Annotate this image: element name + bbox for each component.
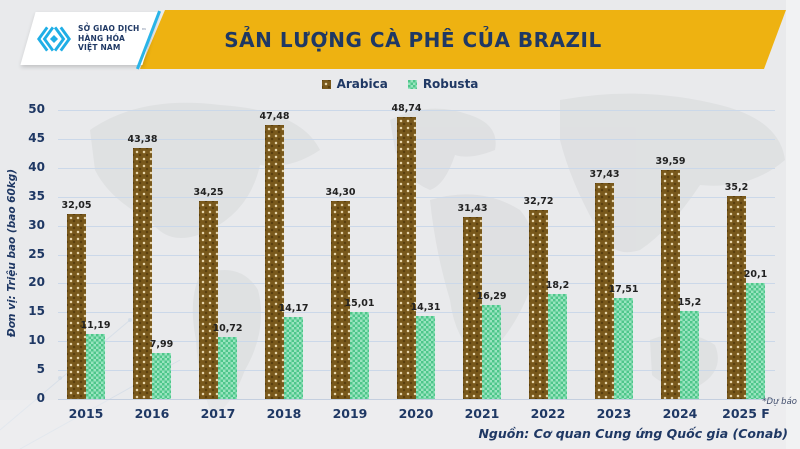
bar-robusta-2015 (86, 334, 105, 399)
y-tick-label-10: 10 (28, 333, 45, 348)
y-tick-label-5: 5 (36, 362, 45, 377)
value-label-arabica-2017: 34,25 (193, 187, 224, 198)
bar-robusta-2020 (416, 316, 435, 399)
bar-robusta-2017 (218, 337, 237, 399)
y-tick-label-45: 45 (28, 130, 45, 145)
value-label-arabica-2018: 47,48 (259, 111, 290, 122)
value-label-arabica-2019: 34,30 (325, 187, 356, 198)
bar-arabica-2015 (67, 214, 86, 399)
value-label-robusta-2021: 16,29 (476, 291, 507, 302)
title-banner: SẢN LƯỢNG CÀ PHÊ CỦA BRAZIL (140, 10, 786, 69)
value-label-robusta-2024: 15,2 (677, 297, 702, 308)
bar-arabica-2025F (727, 196, 746, 399)
bar-arabica-2021 (463, 217, 482, 399)
value-label-arabica-2016: 43,38 (127, 134, 158, 145)
value-label-robusta-2020: 14,31 (410, 302, 441, 313)
legend-label-arabica: Arabica (336, 77, 388, 91)
y-tick-label-0: 0 (36, 391, 45, 405)
bar-robusta-2016 (152, 353, 171, 399)
x-axis-label-2023: 2023 (596, 406, 632, 421)
y-tick-label-15: 15 (28, 304, 45, 319)
value-label-robusta-2017: 10,72 (212, 323, 243, 334)
x-axis-label-2021: 2021 (464, 406, 500, 421)
value-label-robusta-2015: 11,19 (80, 320, 111, 331)
gridline-50 (58, 110, 775, 111)
gridline-25 (58, 254, 775, 256)
y-tick-label-25: 25 (28, 246, 45, 261)
bar-arabica-2018 (265, 125, 284, 399)
gridline-35 (58, 196, 775, 198)
logo-line-3: VIỆT NAM (78, 43, 121, 53)
chart-legend: Arabica Robusta (0, 77, 800, 91)
bar-arabica-2024 (661, 170, 680, 399)
legend-label-robusta: Robusta (422, 77, 479, 91)
gridline-20 (58, 283, 775, 285)
logo-text: SỞ GIAO DỊCH HÀNG HÓA VIỆT NAM (78, 24, 140, 53)
bar-robusta-2021 (482, 305, 501, 399)
gridline-40 (58, 167, 775, 169)
source-credit: Nguồn: Cơ quan Cung ứng Quốc gia (Conab) (478, 426, 788, 441)
bar-arabica-2017 (199, 201, 218, 399)
bar-robusta-2024 (680, 311, 699, 399)
value-label-arabica-2023: 37,43 (589, 169, 620, 180)
value-label-robusta-2022: 18,2 (545, 280, 570, 291)
trademark-symbol: ™ (141, 27, 147, 34)
legend-item-robusta: Robusta (407, 77, 479, 91)
gridline-45 (58, 138, 775, 140)
value-label-robusta-2025F: 20,1 (743, 269, 768, 280)
x-axis-label-2019: 2019 (332, 406, 368, 421)
bar-robusta-2025F (746, 283, 765, 399)
value-label-arabica-2015: 32,05 (61, 200, 92, 211)
x-axis-label-2016: 2016 (134, 406, 170, 421)
x-axis-label-2017: 2017 (200, 406, 236, 421)
x-axis-label-2015: 2015 (68, 406, 104, 421)
value-label-robusta-2019: 15,01 (344, 298, 375, 309)
x-axis-label-2022: 2022 (530, 406, 566, 421)
value-label-robusta-2023: 17,51 (608, 284, 639, 295)
x-axis-label-2018: 2018 (266, 406, 302, 421)
bar-robusta-2018 (284, 317, 303, 399)
gridline-30 (58, 225, 775, 227)
y-tick-label-40: 40 (28, 159, 45, 174)
mxv-logo-icon (36, 26, 72, 51)
x-axis-label-2024: 2024 (662, 406, 698, 421)
arabica-swatch-icon (321, 79, 331, 89)
bar-robusta-2022 (548, 294, 567, 399)
gridline-0 (58, 399, 775, 400)
bar-arabica-2019 (331, 201, 350, 399)
y-tick-label-30: 30 (28, 217, 45, 232)
value-label-arabica-2020: 48,74 (391, 103, 422, 114)
legend-item-arabica: Arabica (321, 77, 388, 91)
forecast-note: *Dự báo (762, 397, 797, 407)
robusta-swatch-icon (407, 79, 417, 89)
y-tick-label-50: 50 (28, 102, 45, 116)
bar-robusta-2023 (614, 298, 633, 399)
bar-robusta-2019 (350, 312, 369, 399)
mxv-logo: SỞ GIAO DỊCH HÀNG HÓA VIỆT NAM ™ (20, 12, 158, 65)
bar-arabica-2020 (397, 117, 416, 399)
value-label-arabica-2021: 31,43 (457, 203, 488, 214)
logo-line-1: SỞ GIAO DỊCH (78, 24, 140, 34)
value-label-arabica-2025F: 35,2 (724, 182, 749, 193)
value-label-arabica-2024: 39,59 (655, 156, 686, 167)
logo-line-2: HÀNG HÓA (78, 33, 125, 43)
bar-arabica-2022 (529, 210, 548, 399)
bar-arabica-2023 (595, 183, 614, 399)
x-axis-label-2020: 2020 (398, 406, 434, 421)
x-axis-label-2025F: 2025 F (722, 406, 770, 421)
bar-arabica-2016 (133, 148, 152, 399)
page-title: SẢN LƯỢNG CÀ PHÊ CỦA BRAZIL (224, 27, 602, 52)
gridline-15 (58, 312, 775, 314)
value-label-robusta-2016: 7,99 (149, 339, 174, 350)
value-label-arabica-2022: 32,72 (523, 196, 554, 207)
value-label-robusta-2018: 14,17 (278, 303, 309, 314)
y-tick-label-35: 35 (28, 188, 45, 203)
y-tick-label-20: 20 (28, 275, 45, 290)
